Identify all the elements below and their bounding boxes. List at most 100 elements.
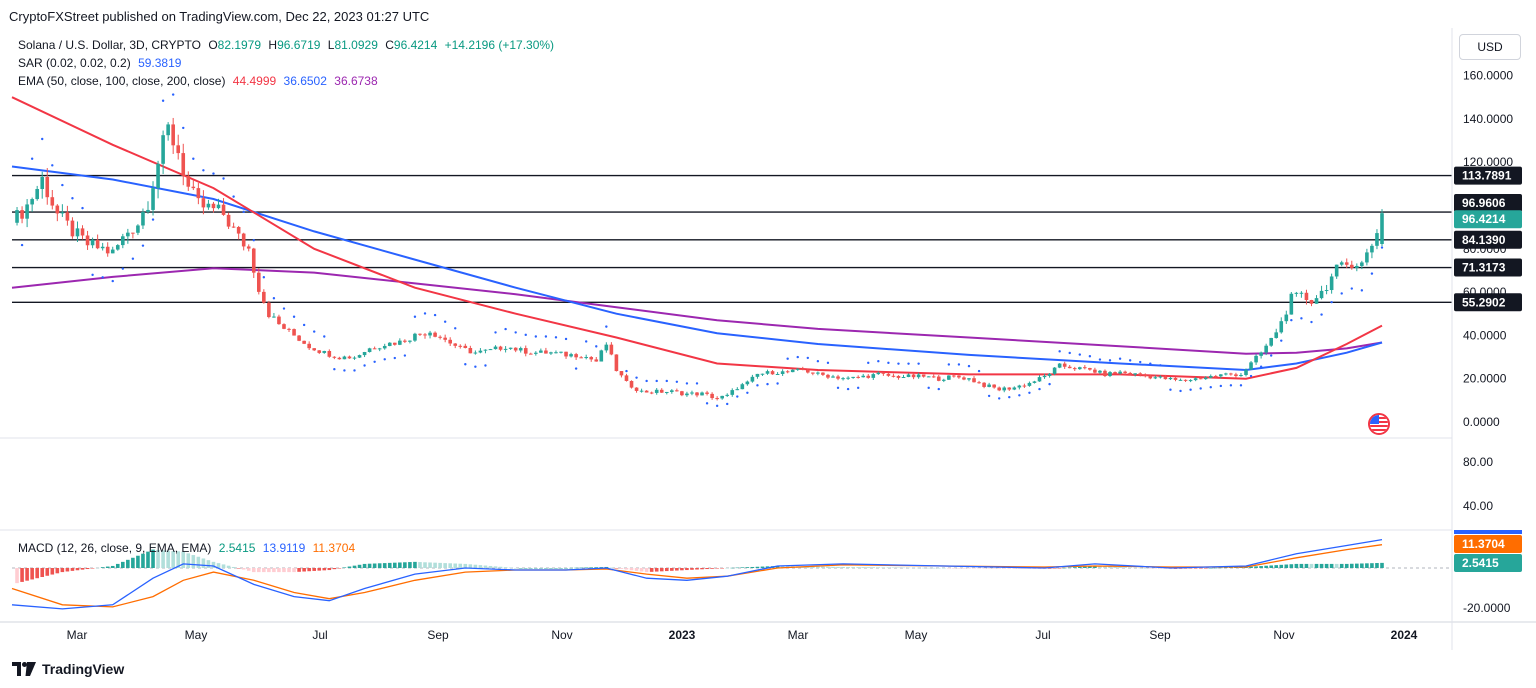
macd-hist-bar — [493, 566, 498, 568]
sar-dot — [504, 327, 507, 331]
price-chart[interactable]: 160.0000140.0000120.0000100.000080.00006… — [0, 28, 1536, 650]
macd-hist-bar — [257, 568, 261, 573]
candle-body — [569, 354, 573, 357]
macd-hist-bar — [156, 549, 160, 568]
macd-hist-bar — [226, 565, 231, 568]
candle-body — [1213, 375, 1218, 377]
macd-hist-bar — [745, 567, 750, 568]
candle-body — [755, 373, 760, 377]
macd-hist-bar — [55, 568, 60, 574]
macd-hist-bar — [377, 563, 382, 568]
candle-body — [377, 348, 382, 350]
sar-dot — [242, 210, 245, 214]
candle-body — [846, 377, 850, 379]
macd-hist-bar — [1279, 564, 1284, 568]
macd-hist-bar — [1264, 565, 1268, 568]
macd-hist-bar — [528, 568, 533, 569]
candle-body — [695, 392, 699, 396]
sar-dot — [1088, 355, 1092, 358]
sar-dot — [877, 359, 880, 363]
sar-dot — [413, 315, 417, 318]
macd-hist-bar — [599, 567, 604, 568]
macd-hist-bar — [710, 568, 714, 569]
sar-dot — [474, 365, 477, 368]
macd-hist-bar — [821, 566, 825, 568]
candle-body — [307, 343, 311, 349]
chart-grid — [0, 437, 1452, 531]
candle-body — [1133, 373, 1137, 375]
candle-body — [1148, 375, 1153, 379]
candle-body — [80, 228, 85, 236]
macd-hist-bar — [302, 568, 306, 572]
sar-dot — [313, 330, 316, 333]
sar-dot — [292, 315, 296, 318]
sar-dot — [202, 169, 205, 172]
macd-hist-bar — [579, 567, 583, 569]
sar-dot — [1058, 350, 1061, 353]
candle-body — [372, 348, 377, 350]
macd-hist-bar — [151, 549, 155, 568]
macd-hist-bar — [1274, 565, 1279, 568]
macd-hist-bar — [1123, 567, 1127, 568]
candle-body — [680, 391, 684, 396]
macd-hist-bar — [1093, 565, 1097, 568]
macd-hist-bar — [1077, 566, 1082, 568]
macd-hist-bar — [60, 568, 65, 573]
currency-button[interactable]: USD — [1459, 34, 1521, 60]
tradingview-logo[interactable]: TradingView — [12, 661, 124, 677]
publisher-line: CryptoFXStreet published on TradingView.… — [9, 9, 430, 24]
sar-dot — [977, 369, 981, 373]
candle-body — [70, 220, 75, 237]
macd-hist-bar — [1108, 566, 1112, 568]
candle-body — [876, 372, 881, 375]
sar-dot — [1280, 339, 1283, 342]
macd-hist-bar — [1208, 567, 1213, 569]
macd-hist-bar — [856, 567, 860, 568]
candle-body — [528, 353, 533, 355]
macd-hist-bar — [1098, 566, 1102, 568]
legend-main: Solana / U.S. Dollar, 3D, CRYPTO O82.197… — [18, 38, 558, 52]
candle-body — [811, 372, 815, 374]
candle-body — [413, 333, 417, 341]
candle-body — [1032, 381, 1037, 383]
macd-hist-bar — [478, 565, 483, 568]
candle-body — [241, 233, 246, 247]
sar-dot — [1028, 391, 1031, 395]
candle-body — [800, 368, 805, 370]
macd-hist-bar — [453, 563, 458, 568]
sar-dots — [20, 93, 1384, 408]
candle-body — [750, 376, 755, 382]
sar-dot — [1229, 384, 1233, 387]
macd-hist-bar — [40, 568, 45, 577]
macd-hist-bar — [277, 568, 281, 573]
macd-hist-bar — [231, 566, 236, 568]
candle-body — [544, 350, 548, 354]
sar-dot — [1169, 388, 1172, 391]
candle-body — [589, 357, 594, 360]
macd-hist-bar — [201, 558, 206, 568]
macd-hist-bar — [176, 551, 181, 568]
macd-hist-bar — [80, 568, 85, 570]
price-tick-label: 40.0000 — [1463, 328, 1507, 342]
macd-hist-bar — [332, 568, 337, 570]
candle-body — [1249, 362, 1253, 370]
sar-dot — [786, 357, 789, 360]
candle-body — [649, 392, 654, 394]
candle-body — [720, 395, 724, 399]
candle-body — [90, 239, 95, 246]
candle-body — [1163, 376, 1168, 380]
macd-hist-bar — [297, 568, 301, 572]
macd-hist-bar — [1203, 568, 1208, 569]
candle-body — [176, 145, 181, 154]
macd-hist-bar — [690, 568, 694, 570]
macd-hist-bar — [105, 566, 110, 568]
macd-hist-bar — [171, 550, 175, 568]
macd-hist-bar — [1113, 566, 1117, 568]
candle-body — [911, 374, 916, 378]
macd-hist-bar — [1012, 568, 1017, 569]
sar-dot — [343, 369, 346, 372]
macd-hist-bar — [262, 568, 266, 573]
us-flag-icon[interactable] — [1368, 413, 1390, 435]
macd-hist-bar — [916, 567, 921, 569]
candle-body — [347, 356, 352, 359]
